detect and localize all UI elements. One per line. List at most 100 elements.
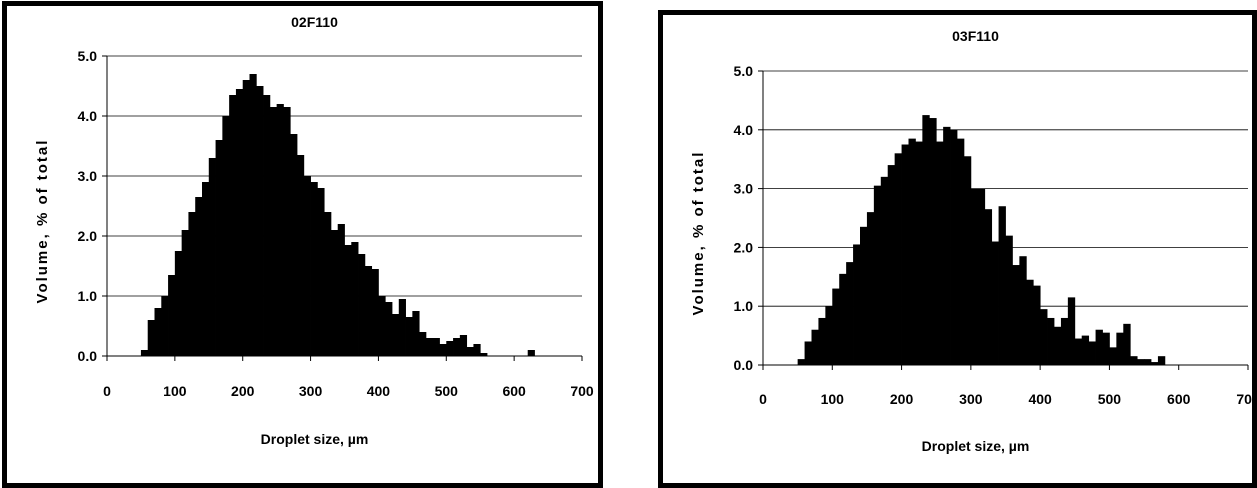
bars — [797, 115, 1166, 365]
x-tick-label: 100 — [821, 391, 845, 407]
x-tick-label: 500 — [435, 383, 459, 399]
bar — [405, 317, 413, 356]
x-axis-label: Droplet size, µm — [922, 438, 1030, 454]
bar — [276, 104, 284, 356]
bar — [1033, 285, 1041, 365]
y-tick-label: 1.0 — [78, 288, 98, 304]
bar — [1130, 356, 1138, 365]
bar — [432, 338, 440, 356]
bar — [1067, 297, 1076, 365]
bar — [337, 224, 345, 356]
bar — [215, 140, 223, 356]
bar — [425, 338, 434, 356]
bar — [950, 129, 958, 365]
y-tick-label: 2.0 — [78, 228, 98, 244]
bar — [866, 212, 875, 365]
y-tick-label: 1.0 — [734, 298, 754, 314]
x-tick-label: 400 — [1028, 391, 1052, 407]
bar — [358, 254, 366, 356]
bar — [860, 226, 868, 365]
bar — [290, 134, 298, 356]
bar — [256, 86, 264, 356]
bar — [887, 165, 896, 365]
bar — [1151, 362, 1159, 365]
x-tick-label: 300 — [299, 383, 323, 399]
x-axis-label: Droplet size, µm — [261, 431, 369, 447]
x-tick-label: 200 — [231, 383, 255, 399]
bar — [174, 251, 183, 356]
y-tick-label: 0.0 — [78, 348, 98, 364]
bar — [832, 288, 840, 365]
bar — [324, 212, 332, 356]
bar — [263, 95, 271, 356]
bar — [797, 359, 805, 365]
bar — [839, 273, 847, 365]
bar — [398, 299, 406, 356]
bar — [208, 158, 216, 356]
bar — [984, 209, 993, 365]
bar — [936, 141, 944, 365]
y-tick-label: 3.0 — [78, 168, 98, 184]
bar — [371, 269, 379, 356]
bar — [439, 344, 447, 356]
y-tick-label: 5.0 — [734, 63, 754, 79]
bar — [804, 341, 812, 365]
x-tick-label: 600 — [502, 383, 526, 399]
histogram-chart-03F110: 0.0 1.0 2.0 3.0 4.0 5.0 0 100 200 300 400 500 600 70 0… — [690, 28, 1252, 454]
bar — [1081, 335, 1090, 365]
bars — [140, 74, 535, 356]
bar — [873, 185, 882, 365]
bar — [915, 141, 923, 365]
bar — [908, 138, 916, 365]
bar — [283, 107, 291, 356]
bar — [269, 107, 278, 356]
x-tick-label: 500 — [1098, 391, 1122, 407]
bar — [1019, 256, 1027, 365]
bar — [527, 350, 535, 356]
bar — [385, 302, 393, 356]
bar — [317, 188, 325, 356]
bar — [147, 320, 155, 356]
bar — [168, 275, 176, 356]
bar — [446, 341, 454, 356]
bar — [1040, 309, 1048, 365]
bar — [1060, 317, 1069, 365]
bar — [1123, 323, 1131, 365]
bar — [818, 317, 826, 365]
y-tick-label: 3.0 — [734, 181, 754, 197]
y-tick-label: 5.0 — [78, 48, 98, 64]
x-tick-label: 600 — [1167, 391, 1191, 407]
x-tick-label: 200 — [890, 391, 914, 407]
bar — [154, 308, 162, 356]
bar — [351, 242, 359, 356]
x-tick-label: 700 — [570, 383, 594, 399]
bar — [894, 153, 902, 365]
chart-title: 02F110 — [291, 14, 338, 30]
bar — [1088, 341, 1096, 365]
bar — [1144, 359, 1152, 365]
bar — [364, 266, 373, 356]
bar — [473, 344, 481, 356]
bar — [229, 95, 237, 356]
bar — [249, 74, 257, 356]
bar — [963, 156, 972, 365]
bar — [188, 212, 196, 356]
x-tick-label: 0 — [759, 391, 767, 407]
bar — [480, 353, 488, 356]
bar — [1137, 359, 1145, 365]
bar — [161, 296, 169, 356]
bar — [378, 296, 386, 356]
bar — [195, 197, 203, 356]
bar — [412, 311, 420, 356]
x-tick-label: 100 — [163, 383, 187, 399]
bar — [880, 176, 889, 365]
bar — [140, 350, 149, 356]
bar — [1012, 265, 1020, 365]
chart-title: 03F110 — [952, 28, 999, 44]
bar — [1109, 347, 1117, 365]
bar — [453, 338, 461, 356]
y-tick-label: 0.0 — [734, 357, 754, 373]
bar — [459, 335, 468, 356]
bar — [242, 80, 250, 356]
bar — [344, 245, 352, 356]
